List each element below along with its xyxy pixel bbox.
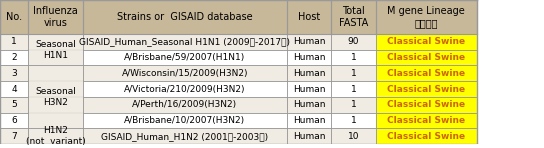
Bar [376,97,477,113]
Bar [0,97,28,113]
Bar [0,128,28,144]
Bar [287,128,331,144]
Text: 2: 2 [11,53,17,62]
Bar [331,50,376,65]
Text: 10: 10 [348,132,360,141]
Bar [0,50,28,65]
Text: M gene Lineage
분석결과: M gene Lineage 분석결과 [387,6,465,28]
Text: Seasonal
H3N2: Seasonal H3N2 [35,87,76,107]
Text: 6: 6 [11,116,17,125]
Text: Human: Human [293,100,325,109]
Text: H1N2
(not  variant): H1N2 (not variant) [26,126,85,146]
Bar [331,65,376,81]
Text: Total
FASTA: Total FASTA [339,6,368,28]
Text: Classical Swine: Classical Swine [387,53,465,62]
Bar [0,81,28,97]
Text: Human: Human [293,53,325,62]
Text: A/Brisbane/10/2007(H3N2): A/Brisbane/10/2007(H3N2) [124,116,245,125]
Text: Seasonal
H1N1: Seasonal H1N1 [35,40,76,60]
Bar [83,81,287,97]
Bar [0,113,28,128]
Bar [83,34,287,50]
Bar [83,97,287,113]
Bar [83,113,287,128]
Bar [376,34,477,50]
Bar [331,0,376,34]
Bar [376,65,477,81]
Text: Influenza
virus: Influenza virus [33,6,78,28]
Bar [0,34,28,50]
Text: Human: Human [293,116,325,125]
Text: Classical Swine: Classical Swine [387,100,465,109]
Bar [287,65,331,81]
Bar [83,0,287,34]
Bar [287,0,331,34]
Bar [287,97,331,113]
Bar [0,65,28,81]
Bar [331,81,376,97]
Text: Strains or  GISAID database: Strains or GISAID database [117,12,252,22]
Text: 3: 3 [11,69,17,78]
Text: Human: Human [293,37,325,46]
Bar [331,97,376,113]
Text: 4: 4 [11,85,17,94]
Bar [287,34,331,50]
Text: No.: No. [6,12,22,22]
Bar [28,34,83,65]
Bar [287,113,331,128]
Bar [83,128,287,144]
Text: Human: Human [293,69,325,78]
Text: 5: 5 [11,100,17,109]
Text: A/Wisconsin/15/2009(H3N2): A/Wisconsin/15/2009(H3N2) [121,69,248,78]
Bar [287,81,331,97]
Text: 1: 1 [351,69,356,78]
Bar [376,50,477,65]
Bar [83,50,287,65]
Text: 1: 1 [351,53,356,62]
Bar [376,113,477,128]
Text: A/Victoria/210/2009(H3N2): A/Victoria/210/2009(H3N2) [124,85,245,94]
Text: Human: Human [293,85,325,94]
Text: 1: 1 [351,116,356,125]
Bar [376,81,477,97]
Bar [331,34,376,50]
Text: 7: 7 [11,132,17,141]
Text: Human: Human [293,132,325,141]
Bar [331,113,376,128]
Text: GISAID_Human_H1N2 (2001년-2003년): GISAID_Human_H1N2 (2001년-2003년) [101,132,268,141]
Bar [331,128,376,144]
Bar [28,128,83,144]
Bar [0,0,28,34]
Bar [376,0,477,34]
Bar [287,50,331,65]
Text: 1: 1 [11,37,17,46]
Text: Classical Swine: Classical Swine [387,132,465,141]
Bar [28,0,83,34]
Text: Classical Swine: Classical Swine [387,116,465,125]
Text: A/Perth/16/2009(H3N2): A/Perth/16/2009(H3N2) [132,100,237,109]
Text: 90: 90 [348,37,360,46]
Text: Classical Swine: Classical Swine [387,69,465,78]
Text: 1: 1 [351,100,356,109]
Text: Host: Host [298,12,320,22]
Text: Classical Swine: Classical Swine [387,85,465,94]
Text: A/Brisbane/59/2007(H1N1): A/Brisbane/59/2007(H1N1) [124,53,245,62]
Text: Classical Swine: Classical Swine [387,37,465,46]
Text: GISAID_Human_Seasonal H1N1 (2009년-2017년): GISAID_Human_Seasonal H1N1 (2009년-2017년) [79,37,290,46]
Bar [28,65,83,128]
Bar [376,128,477,144]
Bar [83,65,287,81]
Text: 1: 1 [351,85,356,94]
